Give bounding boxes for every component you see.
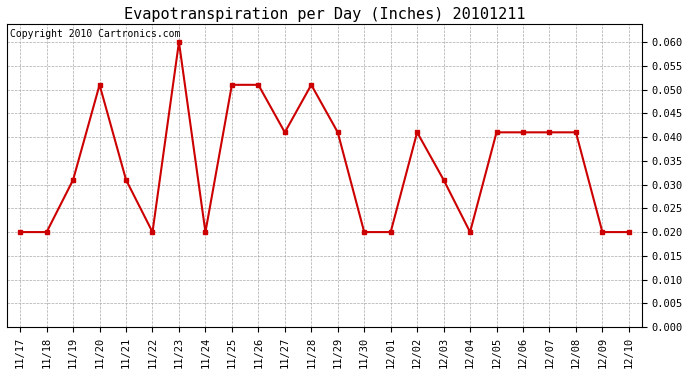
Title: Evapotranspiration per Day (Inches) 20101211: Evapotranspiration per Day (Inches) 2010… <box>124 7 525 22</box>
Text: Copyright 2010 Cartronics.com: Copyright 2010 Cartronics.com <box>10 29 181 39</box>
